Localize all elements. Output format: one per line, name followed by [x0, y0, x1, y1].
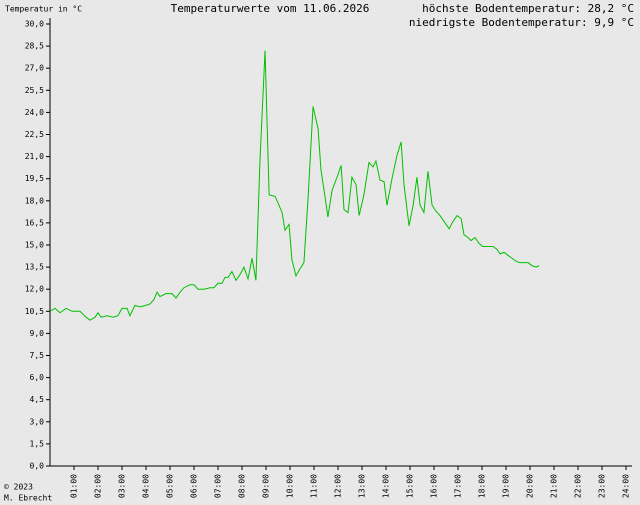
- y-tick-label: 13,5: [25, 263, 44, 272]
- y-tick-label: 24,0: [25, 108, 44, 117]
- x-tick-label: 22:00: [574, 474, 583, 498]
- x-tick-label: 01:00: [70, 474, 79, 498]
- x-tick-label: 13:00: [358, 474, 367, 498]
- annotation: höchste Bodentemperatur: 28,2 °C: [422, 2, 634, 15]
- y-tick-label: 25,5: [25, 86, 44, 95]
- x-tick-label: 12:00: [334, 474, 343, 498]
- y-axis-label: Temperatur in °C: [5, 5, 82, 14]
- y-tick-label: 6,0: [30, 373, 45, 382]
- x-tick-label: 15:00: [406, 474, 415, 498]
- y-tick-label: 10,5: [25, 307, 44, 316]
- y-tick-label: 19,5: [25, 174, 44, 183]
- y-tick-label: 3,0: [30, 417, 45, 426]
- y-tick-label: 0,0: [30, 462, 45, 471]
- x-tick-label: 03:00: [118, 474, 127, 498]
- x-tick-label: 07:00: [214, 474, 223, 498]
- y-tick-label: 7,5: [30, 351, 45, 360]
- x-tick-label: 08:00: [238, 474, 247, 498]
- x-tick-label: 21:00: [550, 474, 559, 498]
- data-line: [49, 50, 540, 321]
- x-tick-label: 02:00: [94, 474, 103, 498]
- x-tick-label: 10:00: [286, 474, 295, 498]
- y-tick-label: 27,0: [25, 64, 44, 73]
- x-tick-label: 04:00: [142, 474, 151, 498]
- y-tick-label: 22,5: [25, 130, 44, 139]
- y-tick-label: 1,5: [30, 439, 45, 448]
- y-tick-label: 15,0: [25, 241, 44, 250]
- y-tick-label: 18,0: [25, 196, 44, 205]
- x-tick-label: 18:00: [478, 474, 487, 498]
- chart-title: Temperaturwerte vom 11.06.2026: [171, 2, 370, 15]
- y-tick-label: 9,0: [30, 329, 45, 338]
- x-tick-label: 24:00: [622, 474, 631, 498]
- y-tick-label: 4,5: [30, 395, 45, 404]
- x-tick-label: 09:00: [262, 474, 271, 498]
- x-tick-label: 05:00: [166, 474, 175, 498]
- footer: M. Ebrecht: [4, 494, 52, 503]
- x-tick-label: 23:00: [598, 474, 607, 498]
- x-tick-label: 17:00: [454, 474, 463, 498]
- annotation: niedrigste Bodentemperatur: 9,9 °C: [409, 16, 634, 29]
- y-tick-label: 28,5: [25, 42, 44, 51]
- y-tick-label: 12,0: [25, 285, 44, 294]
- x-tick-label: 19:00: [502, 474, 511, 498]
- x-tick-label: 20:00: [526, 474, 535, 498]
- x-tick-label: 14:00: [382, 474, 391, 498]
- y-tick-label: 30,0: [25, 20, 44, 29]
- y-tick-label: 21,0: [25, 152, 44, 161]
- y-tick-label: 16,5: [25, 218, 44, 227]
- x-tick-label: 16:00: [430, 474, 439, 498]
- x-tick-label: 11:00: [310, 474, 319, 498]
- x-tick-label: 06:00: [190, 474, 199, 498]
- footer: © 2023: [4, 483, 33, 492]
